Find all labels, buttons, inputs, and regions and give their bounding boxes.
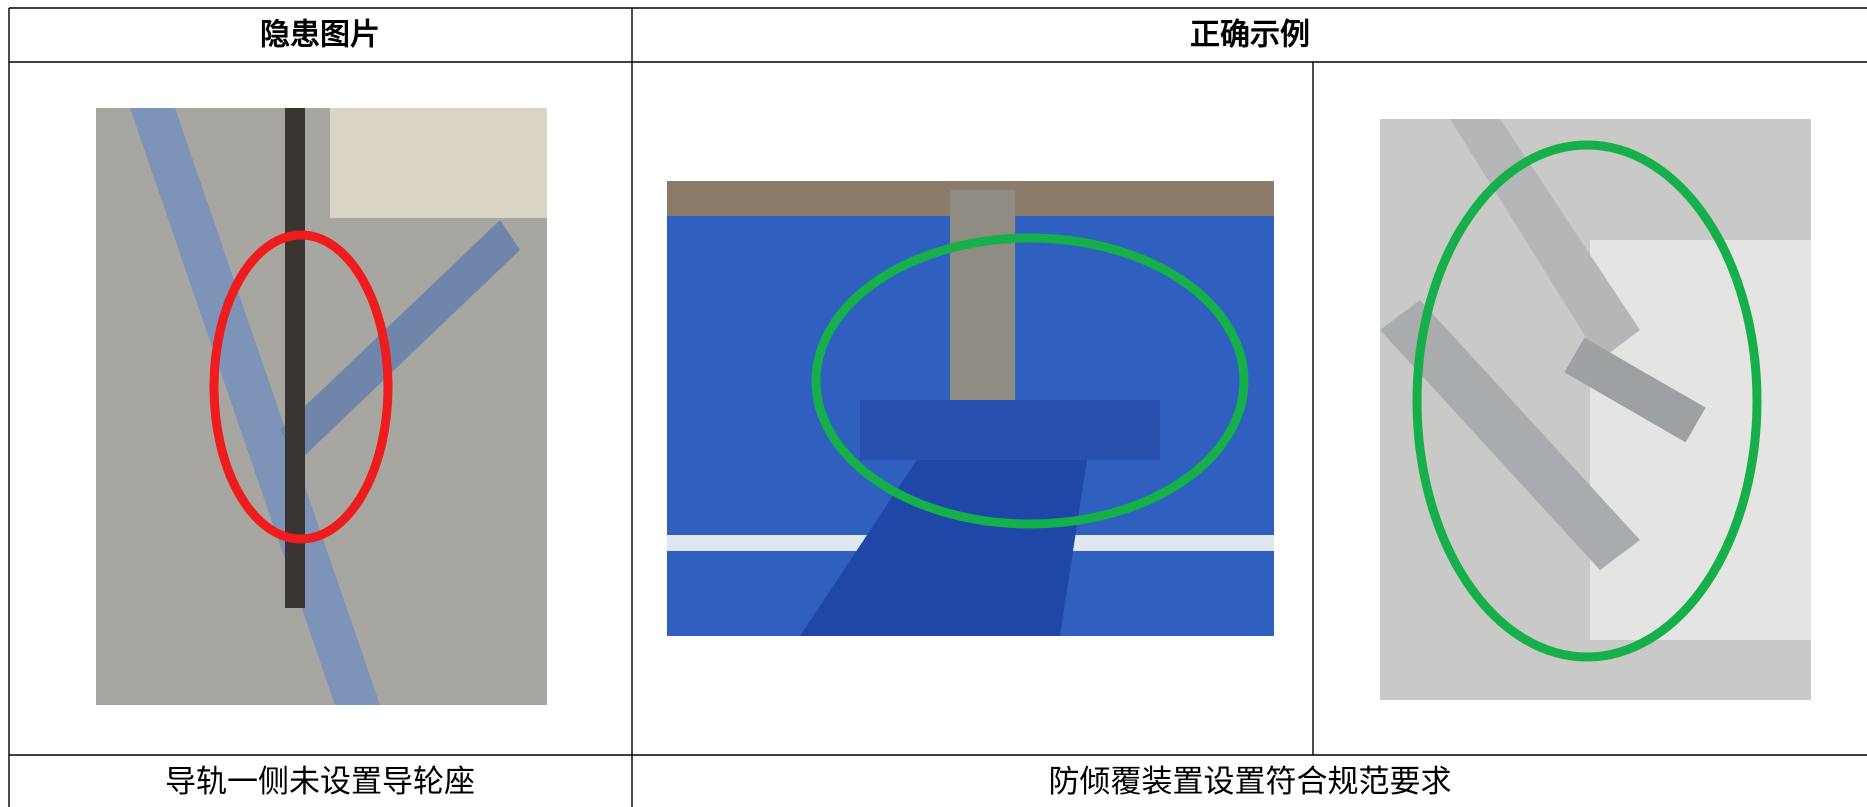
caption-hazard: 导轨一侧未设置导轮座	[165, 764, 475, 799]
header-hazard: 隐患图片	[260, 18, 380, 53]
guide-rail	[130, 108, 380, 705]
wall	[330, 108, 547, 218]
correct-marker	[1412, 140, 1762, 662]
caption-correct: 防倾覆装置设置符合规范要求	[1049, 764, 1452, 799]
correct-photo-2	[1380, 119, 1811, 700]
base-plate	[860, 400, 1160, 460]
correct-photo-1	[667, 181, 1274, 636]
screw-rod	[950, 190, 1015, 420]
plate	[1590, 240, 1811, 640]
hazard-marker	[209, 230, 393, 544]
header-correct: 正确示例	[1190, 18, 1310, 53]
hazard-photo	[96, 108, 547, 705]
rail	[800, 440, 1090, 636]
bolt	[1564, 337, 1706, 443]
frame-beam	[280, 220, 520, 460]
tube	[1380, 300, 1640, 570]
correct-marker	[811, 233, 1249, 529]
table-grid	[8, 7, 1867, 807]
